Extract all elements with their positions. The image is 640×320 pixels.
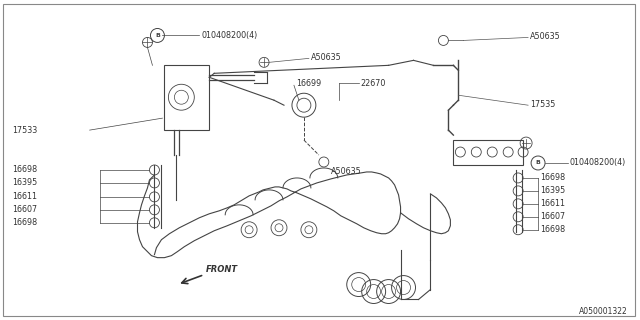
Text: 17535: 17535: [530, 100, 556, 109]
Text: A050001322: A050001322: [579, 307, 628, 316]
Text: 16395: 16395: [12, 179, 37, 188]
Text: B: B: [536, 161, 541, 165]
Text: A50635: A50635: [530, 32, 561, 41]
Text: A50635: A50635: [331, 167, 362, 176]
Text: 16607: 16607: [540, 212, 565, 221]
Text: B: B: [155, 33, 160, 38]
Text: 010408200(4): 010408200(4): [201, 31, 257, 40]
Text: 16699: 16699: [296, 79, 321, 88]
Text: 16698: 16698: [540, 225, 565, 234]
Text: 16611: 16611: [540, 199, 565, 208]
Text: 16611: 16611: [12, 192, 37, 201]
Bar: [453, 140, 523, 165]
Text: A50635: A50635: [311, 53, 342, 62]
Text: 16698: 16698: [12, 218, 37, 227]
Text: 17533: 17533: [12, 126, 37, 135]
Text: 16698: 16698: [12, 165, 37, 174]
Text: 22670: 22670: [361, 79, 386, 88]
Text: 16698: 16698: [540, 173, 565, 182]
Text: 16607: 16607: [12, 205, 37, 214]
Bar: [164, 65, 209, 130]
Text: 16395: 16395: [540, 186, 565, 196]
Text: 010408200(4): 010408200(4): [570, 158, 626, 167]
Text: FRONT: FRONT: [206, 265, 238, 274]
